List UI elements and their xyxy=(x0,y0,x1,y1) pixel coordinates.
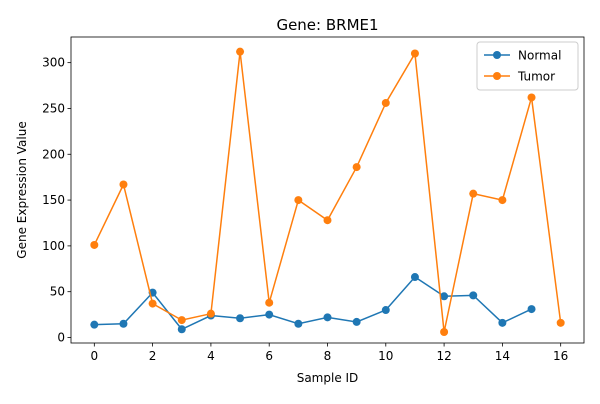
data-point-tumor xyxy=(177,316,186,325)
legend-marker xyxy=(493,72,501,80)
data-point-tumor xyxy=(381,98,390,107)
data-point-normal xyxy=(177,325,186,334)
y-tick-label: 300 xyxy=(42,56,65,70)
data-point-normal xyxy=(119,319,128,328)
data-point-normal xyxy=(236,314,245,323)
y-axis-label: Gene Expression Value xyxy=(15,121,29,258)
legend-label: Tumor xyxy=(517,70,555,84)
data-point-tumor xyxy=(294,196,303,205)
data-point-normal xyxy=(410,273,419,282)
x-tick-label: 12 xyxy=(436,349,451,363)
data-point-normal xyxy=(323,313,332,322)
series-tumor xyxy=(90,47,565,337)
data-point-tumor xyxy=(148,299,157,308)
data-point-tumor xyxy=(352,163,361,172)
data-point-tumor xyxy=(469,189,478,198)
legend: Normal Tumor xyxy=(476,41,579,91)
y-tick-label: 0 xyxy=(57,331,65,345)
data-point-tumor xyxy=(206,309,215,318)
x-tick-label: 14 xyxy=(495,349,510,363)
plot-area: 0 2 4 6 8 10 12 14 16 0 50 100 150 200 250 300 xyxy=(42,36,585,363)
x-axis-label: Sample ID xyxy=(297,371,359,385)
x-tick-label: 4 xyxy=(207,349,215,363)
y-tick-label: 150 xyxy=(42,193,65,207)
legend-box xyxy=(476,41,579,91)
y-tick-label: 50 xyxy=(50,285,65,299)
x-tick-label: 16 xyxy=(553,349,568,363)
series-line-normal xyxy=(94,276,532,331)
x-tick-label: 2 xyxy=(149,349,157,363)
data-point-tumor xyxy=(119,180,128,189)
legend-marker xyxy=(493,51,501,59)
x-tick-label: 10 xyxy=(378,349,393,363)
data-point-normal xyxy=(440,292,449,301)
data-point-normal xyxy=(469,291,478,300)
data-point-tumor xyxy=(440,328,449,337)
data-point-normal xyxy=(498,318,507,327)
data-point-tumor xyxy=(236,47,245,56)
data-point-tumor xyxy=(556,318,565,327)
y-tick-label: 250 xyxy=(42,101,65,115)
data-point-normal xyxy=(527,305,536,314)
data-point-tumor xyxy=(498,196,507,205)
data-point-tumor xyxy=(265,298,274,307)
data-point-normal xyxy=(381,306,390,315)
data-point-tumor xyxy=(323,216,332,225)
x-tick-label: 6 xyxy=(265,349,273,363)
y-tick-label: 100 xyxy=(42,239,65,253)
x-tick-label: 8 xyxy=(324,349,332,363)
data-point-tumor xyxy=(527,93,536,102)
data-point-normal xyxy=(90,320,99,329)
data-point-normal xyxy=(265,310,274,319)
legend-label: Normal xyxy=(518,49,561,63)
x-tick-label: 0 xyxy=(90,349,98,363)
data-point-normal xyxy=(294,319,303,328)
chart-title: Gene: BRME1 xyxy=(276,16,378,34)
data-point-tumor xyxy=(410,49,419,58)
data-point-normal xyxy=(352,317,361,326)
data-point-tumor xyxy=(90,240,99,249)
y-tick-label: 200 xyxy=(42,147,65,161)
